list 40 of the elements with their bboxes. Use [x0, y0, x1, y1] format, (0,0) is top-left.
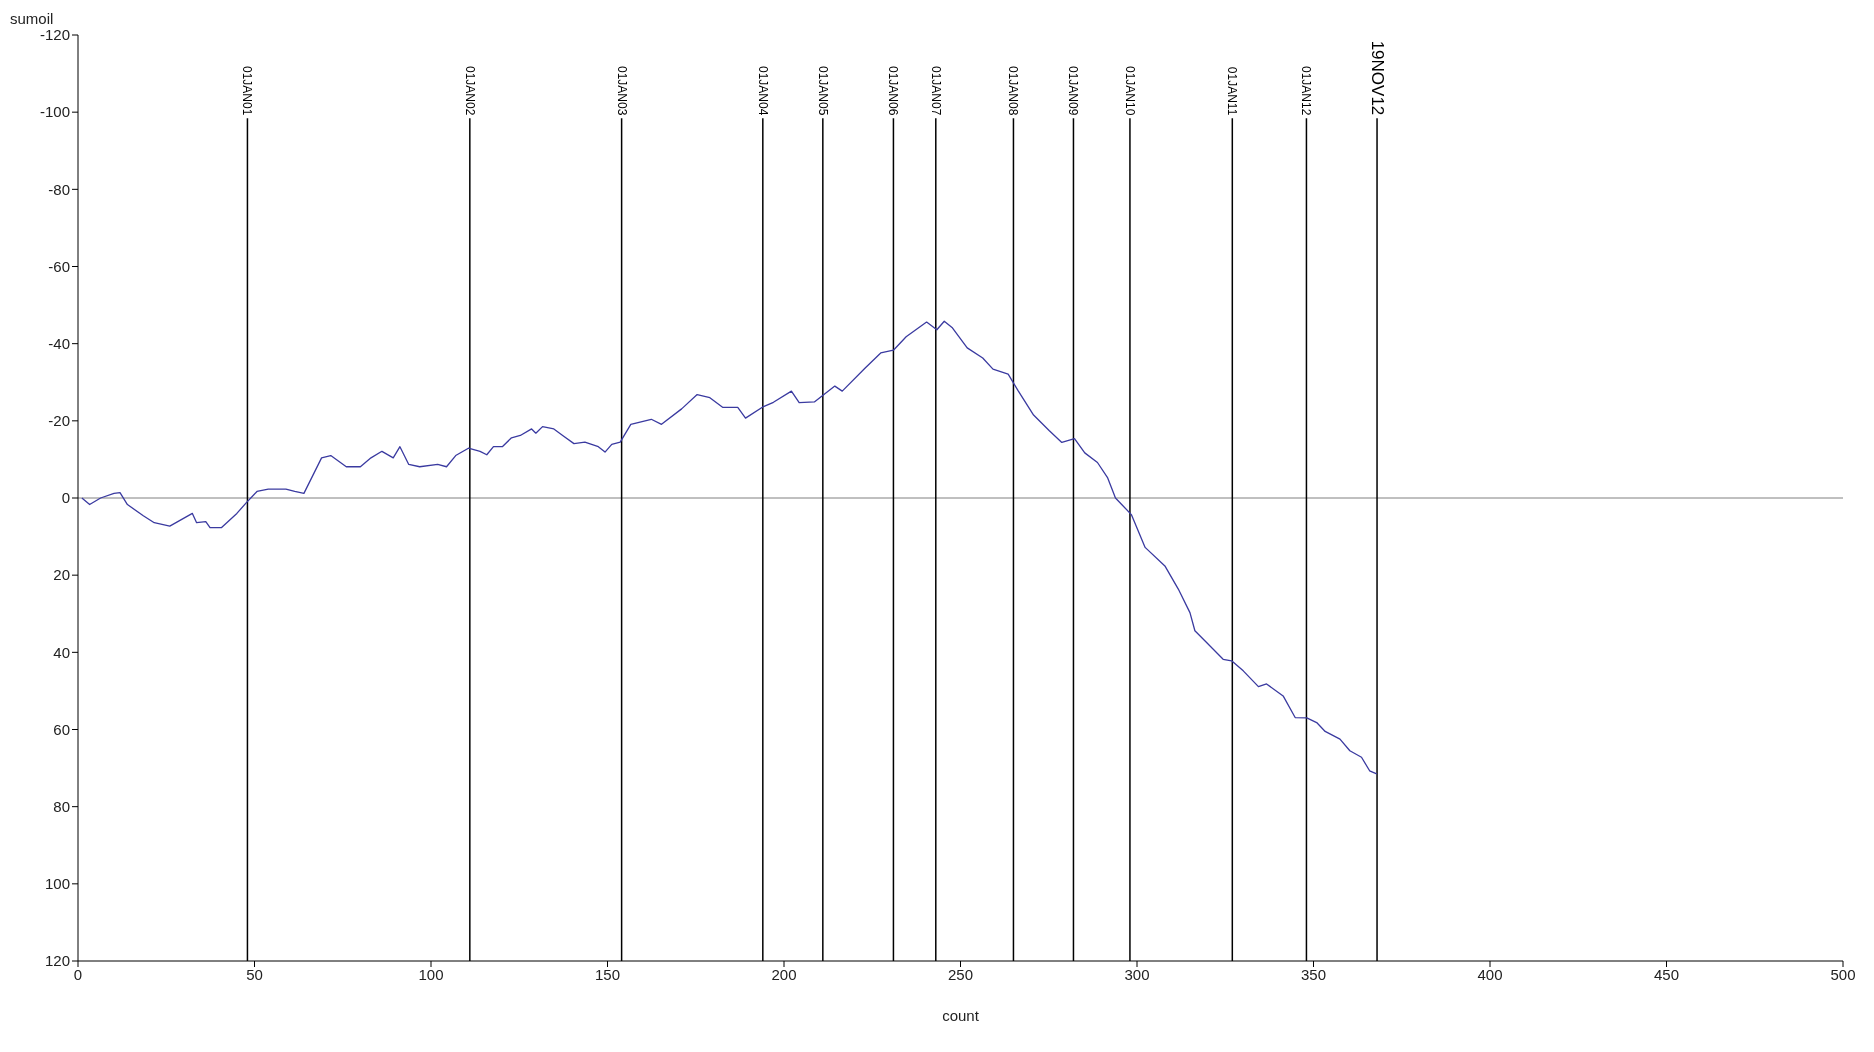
x-tick-label: 400 [1477, 965, 1503, 983]
x-tick-label: 50 [246, 965, 263, 983]
y-tick-label: 80 [53, 797, 70, 815]
ref-line-label: 01JAN01 [240, 65, 255, 116]
ref-line-label: 19NOV12 [1367, 40, 1387, 116]
ref-line-label: 01JAN07 [928, 65, 943, 116]
y-tick-label: 120 [44, 952, 70, 970]
ref-line-label: 01JAN12 [1299, 65, 1314, 116]
ref-line-label: 01JAN04 [755, 65, 770, 116]
ref-line-label: 01JAN11 [1225, 66, 1240, 116]
ref-line-label: 01JAN10 [1122, 65, 1137, 116]
y-tick-label: -120 [39, 26, 70, 44]
y-tick-label: -100 [39, 103, 70, 121]
y-tick-label: -20 [48, 412, 70, 430]
y-tick-label: 20 [53, 566, 70, 584]
ref-line-label: 01JAN05 [815, 65, 830, 116]
y-tick-label: 60 [53, 720, 70, 738]
x-tick-label: 500 [1830, 965, 1856, 983]
x-tick-label: 100 [418, 965, 444, 983]
y-tick-label: -80 [48, 180, 70, 198]
ref-line-label: 01JAN09 [1066, 65, 1081, 116]
ref-line-label: 01JAN08 [1006, 65, 1021, 116]
x-tick-label: 200 [771, 965, 797, 983]
x-tick-label: 250 [947, 965, 974, 983]
ref-line-label: 01JAN03 [614, 65, 629, 116]
y-axis-title: sumoil [10, 10, 54, 27]
y-tick-label: 0 [61, 489, 70, 507]
x-tick-label: 350 [1300, 965, 1327, 983]
y-tick-label: 40 [53, 643, 70, 661]
x-tick-label: 300 [1124, 965, 1150, 983]
line-series [81, 320, 1378, 775]
x-tick-label: 0 [73, 965, 83, 983]
ref-line-label: 01JAN02 [462, 65, 477, 116]
y-tick-label: -40 [48, 334, 70, 352]
x-axis-title: count [942, 1007, 980, 1024]
ref-line-label: 01JAN06 [886, 65, 901, 116]
x-tick-label: 150 [594, 965, 621, 983]
x-tick-label: 450 [1653, 965, 1680, 983]
y-tick-label: -60 [48, 257, 70, 275]
y-tick-label: 100 [44, 875, 70, 893]
